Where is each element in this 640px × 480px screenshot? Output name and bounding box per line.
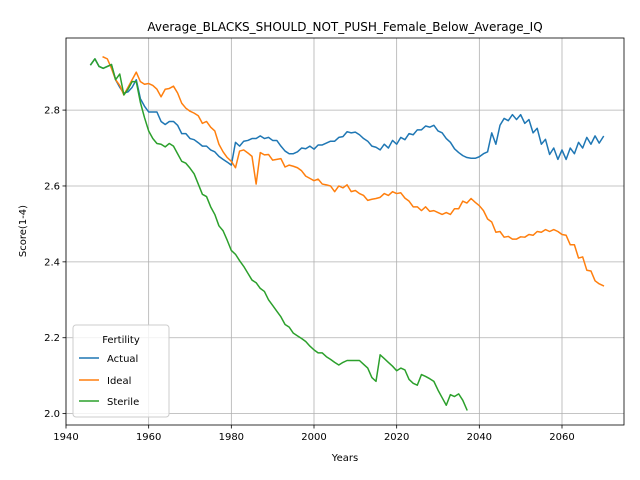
series-line-ideal: [102, 55, 605, 287]
legend-label-sterile: Sterile: [107, 397, 139, 408]
y-axis-label: Score(1-4): [18, 205, 29, 257]
legend-label-ideal: Ideal: [107, 376, 131, 387]
y-tick-label: 2.2: [44, 333, 60, 344]
plot-frame: [65, 37, 625, 426]
x-tick-label: 2040: [467, 432, 492, 443]
series-line-sterile: [89, 58, 468, 411]
x-axis-ticks: 1940 1960 1980 2000 2020 2040 2060: [53, 425, 575, 443]
x-axis-label: Years: [331, 453, 358, 464]
series-line-actual: [89, 58, 605, 166]
y-tick-label: 2.8: [44, 106, 60, 117]
y-tick-label: 2.6: [44, 181, 60, 192]
x-tick-label: 1960: [136, 432, 161, 443]
legend: Fertility Actual Ideal Sterile: [72, 324, 170, 418]
x-tick-label: 2000: [301, 432, 326, 443]
series-lines: [89, 55, 605, 411]
x-tick-label: 2020: [384, 432, 409, 443]
legend-title: Fertility: [102, 335, 140, 346]
y-axis-ticks: 2.0 2.2 2.4 2.6 2.8: [44, 106, 66, 420]
x-tick-label: 1980: [219, 432, 244, 443]
x-tick-label: 2060: [549, 432, 574, 443]
legend-box: [72, 324, 170, 418]
y-tick-label: 2.4: [44, 257, 60, 268]
y-tick-label: 2.0: [44, 409, 60, 420]
x-tick-label: 1940: [53, 432, 78, 443]
legend-label-actual: Actual: [107, 354, 138, 365]
chart-title: Average_BLACKS_SHOULD_NOT_PUSH_Female_Be…: [147, 20, 542, 34]
